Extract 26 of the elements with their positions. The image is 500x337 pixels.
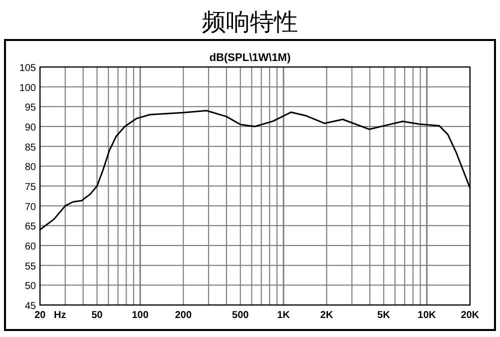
y-tick-label: 90: [24, 122, 36, 134]
chart-subtitle: dB(SPL\1W\1M): [209, 52, 291, 64]
x-tick-label: 500: [232, 310, 250, 321]
x-tick-label: 50: [91, 310, 104, 321]
y-tick-label: 85: [24, 142, 36, 154]
y-tick-label: 75: [24, 182, 36, 193]
x-tick-label: 20K: [460, 310, 480, 321]
y-tick-label: 50: [24, 281, 36, 292]
chart-title: 频响特性: [202, 9, 298, 36]
y-tick-label: 100: [19, 82, 36, 94]
y-tick-label: 80: [24, 162, 36, 174]
y-tick-label: 60: [24, 242, 36, 252]
x-tick-label: 2K: [320, 310, 334, 321]
x-tick-label: 1K: [277, 310, 291, 321]
x-axis-title: Hz: [54, 310, 66, 321]
x-tick-label: 20: [34, 310, 46, 321]
x-tick-label: 200: [174, 310, 192, 321]
y-tick-label: 55: [24, 261, 36, 272]
y-tick-label: 70: [24, 202, 36, 213]
y-tick-label: 95: [24, 102, 36, 114]
x-tick-label: 5K: [377, 310, 391, 321]
y-tick-label: 65: [24, 222, 36, 233]
y-tick-label: 45: [24, 301, 36, 312]
x-tick-label: 100: [132, 310, 149, 321]
x-tick-label: 10K: [418, 310, 437, 321]
y-tick-label: 105: [19, 63, 36, 74]
